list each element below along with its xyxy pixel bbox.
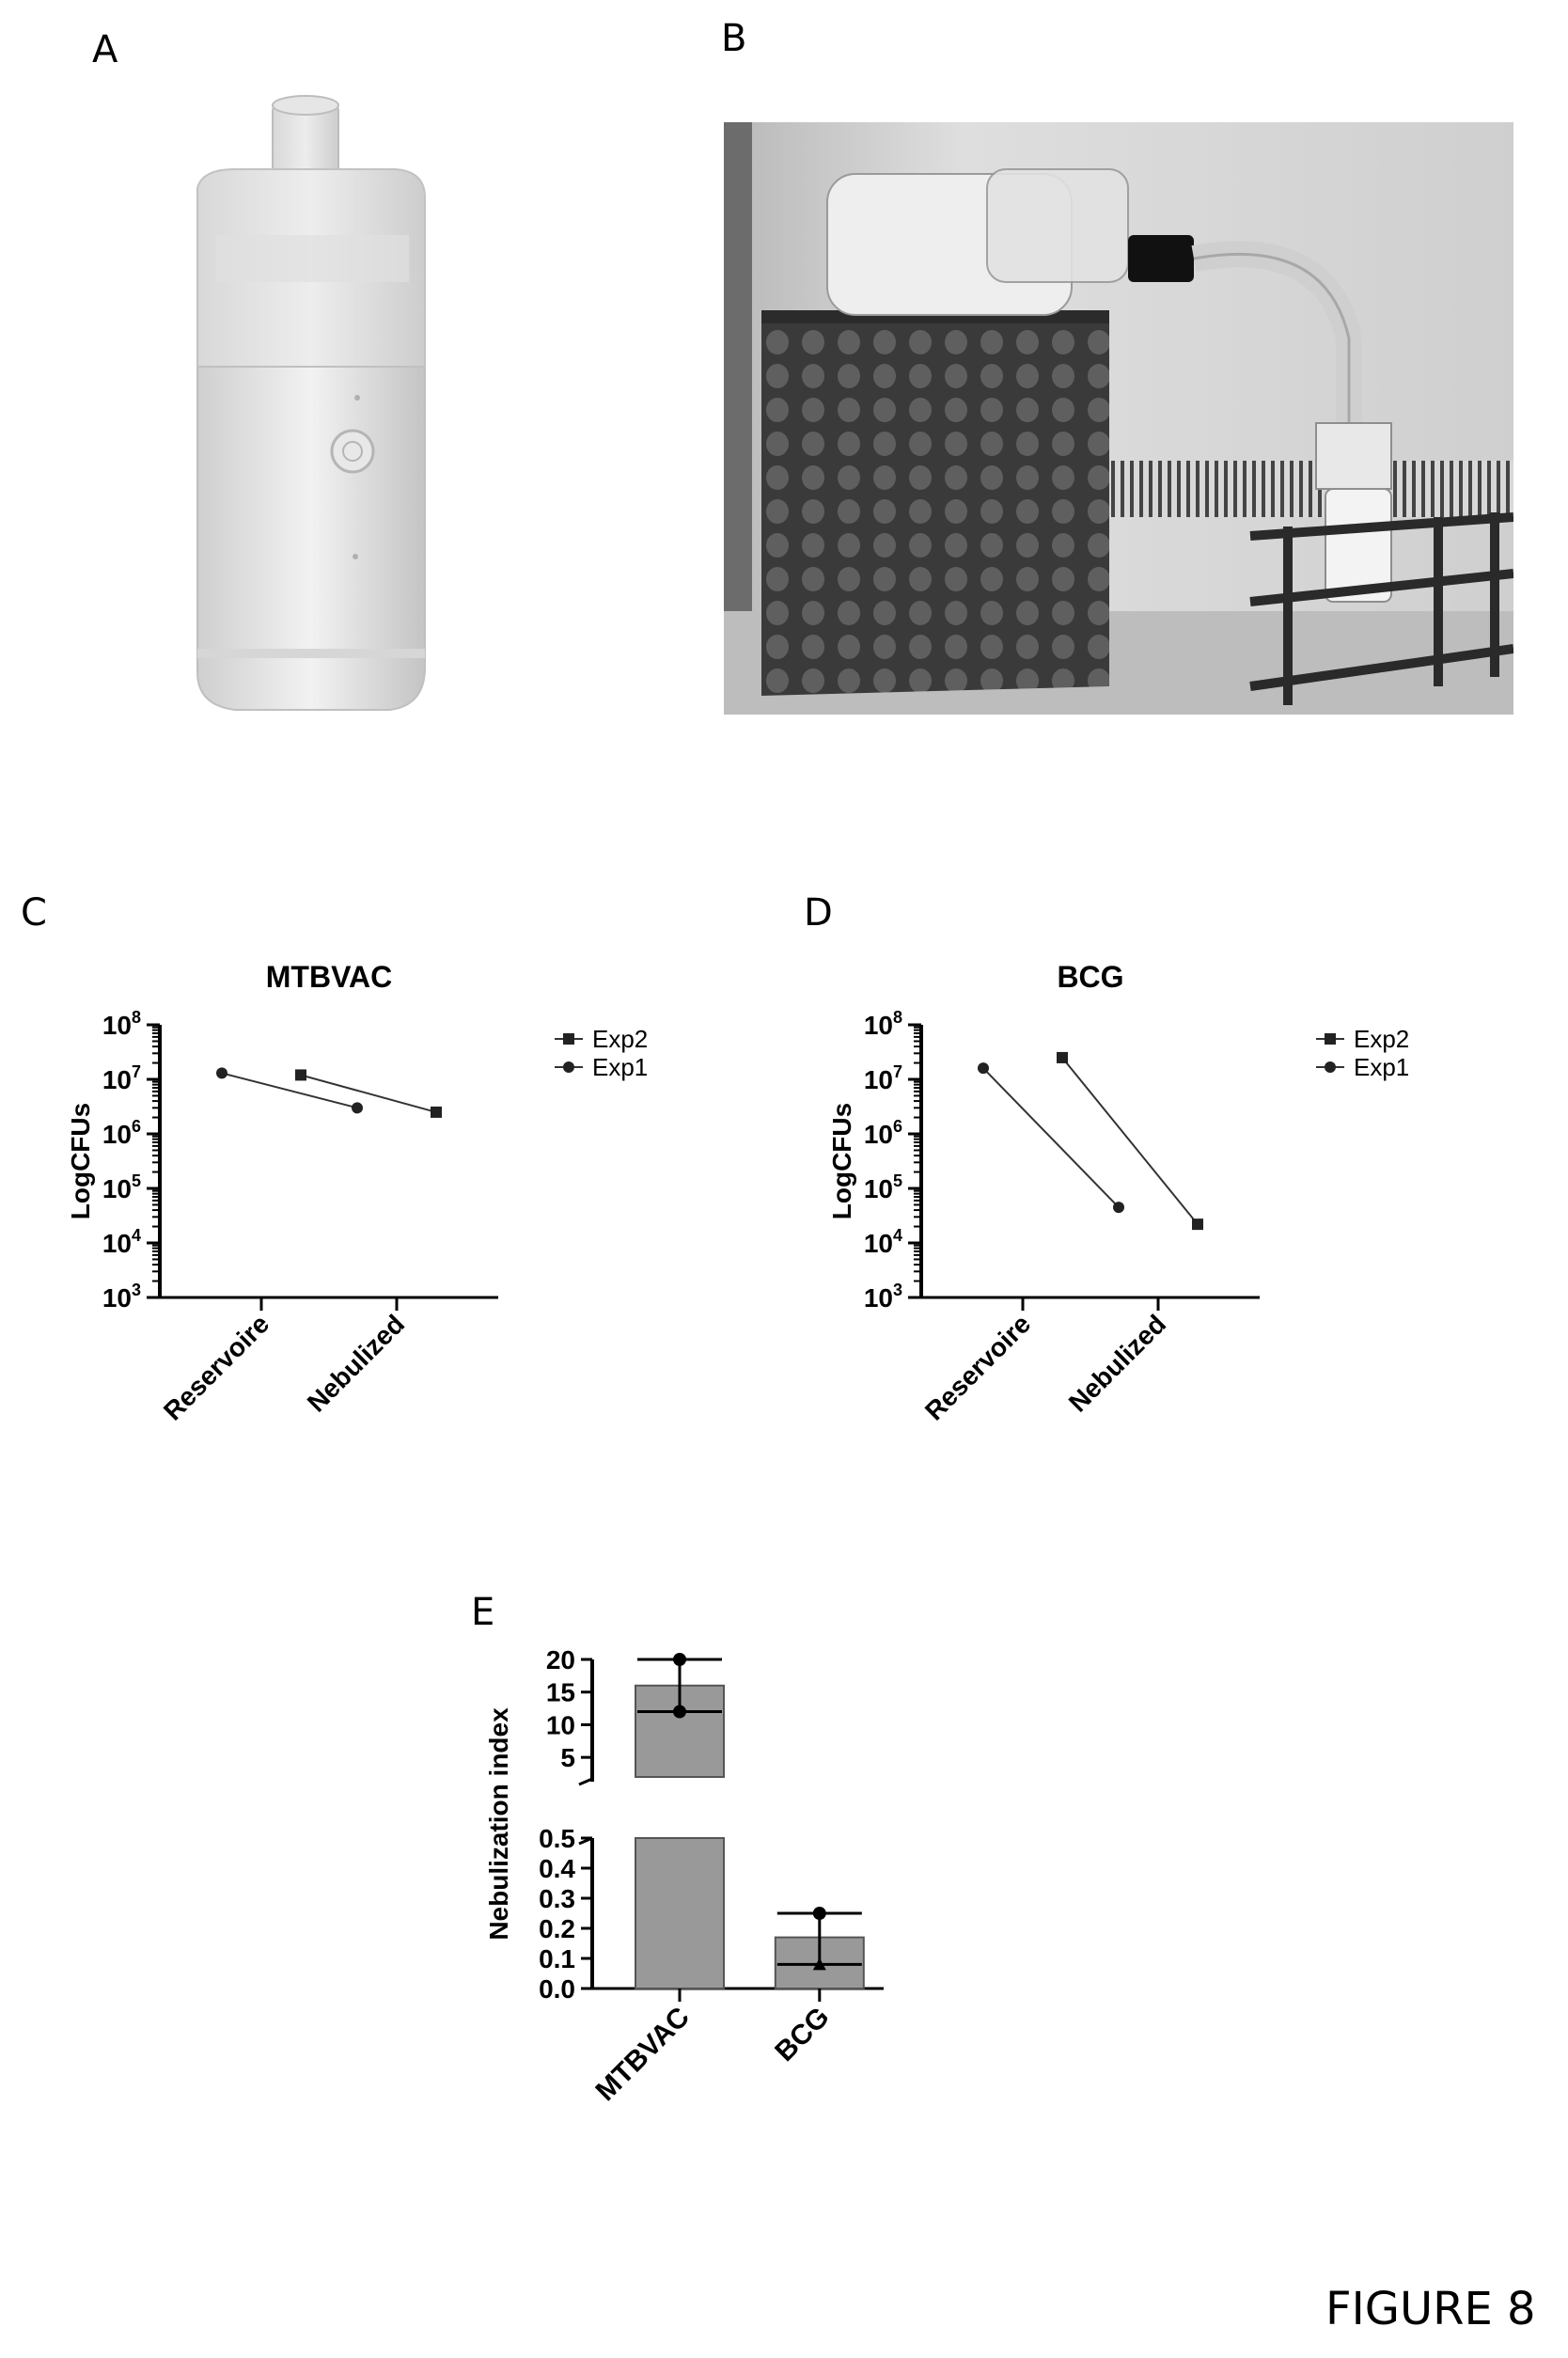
data-point [216, 1067, 227, 1079]
legend-label: Exp1 [1354, 1053, 1409, 1081]
y-tick-label: 103 [102, 1281, 141, 1313]
y-tick-label: 0.5 [539, 1824, 575, 1853]
x-tick-label: BCG [769, 2002, 835, 2067]
data-point [352, 1102, 363, 1114]
x-tick-label: Reservoire [919, 1309, 1036, 1425]
data-point [978, 1062, 989, 1075]
legend-marker [1325, 1061, 1336, 1073]
x-tick-label: Reservoire [158, 1309, 274, 1425]
y-tick-label: 106 [102, 1117, 141, 1149]
y-tick-label: 15 [546, 1678, 575, 1707]
y-tick-label: 104 [864, 1226, 902, 1258]
legend-label: Exp1 [592, 1053, 648, 1081]
data-point [812, 1957, 826, 1971]
y-tick-label: 0.4 [539, 1854, 575, 1883]
y-tick-label: 5 [560, 1743, 575, 1772]
panel-a-label: A [92, 28, 118, 71]
y-tick-label: 108 [864, 1008, 902, 1040]
y-tick-label: 106 [864, 1117, 902, 1149]
y-tick-label: 108 [102, 1008, 141, 1040]
legend-marker [563, 1061, 574, 1073]
legend-label: Exp2 [592, 1025, 648, 1053]
chart-title: BCG [1057, 960, 1123, 994]
series-line-exp1 [982, 1067, 1120, 1208]
y-tick-label: 103 [864, 1281, 902, 1313]
y-tick-label: 0.2 [539, 1914, 575, 1943]
panel-e-label: E [471, 1591, 495, 1634]
y-axis-label: LogCFUs [66, 1103, 95, 1219]
legend-label: Exp2 [1354, 1025, 1409, 1053]
data-point [1192, 1218, 1203, 1231]
series-line-exp2 [300, 1074, 437, 1113]
y-axis-label: LogCFUs [827, 1103, 856, 1219]
data-point [431, 1106, 442, 1118]
panel-c-label: C [21, 891, 47, 935]
axis-break-mark [578, 1777, 593, 1786]
x-tick-label: MTBVAC [589, 2002, 695, 2107]
chart-d: BCG 103 104 105 106 107 108 LogCFUs Reservoire Ne… [818, 950, 1495, 1481]
series-line-exp1 [221, 1072, 358, 1109]
series-line-exp2 [1061, 1057, 1199, 1225]
y-tick-label: 107 [102, 1062, 141, 1094]
panel-d-label: D [804, 891, 833, 935]
chart-e: 5 10 15 20 0.0 0.1 0.2 0.3 0.4 0.5 Nebulization in… [470, 1636, 1128, 2167]
data-point [1113, 1202, 1124, 1214]
lab-setup-photo [724, 122, 1514, 715]
data-point [673, 1705, 686, 1719]
data-point [673, 1653, 686, 1666]
legend-marker [1325, 1033, 1336, 1045]
y-tick-label: 105 [864, 1171, 902, 1203]
panel-b-label: B [721, 17, 747, 60]
x-tick-label: Nebulized [1063, 1309, 1171, 1417]
data-point [812, 1907, 826, 1920]
x-tick-label: Nebulized [302, 1309, 410, 1417]
y-tick-label: 0.0 [539, 1974, 575, 2004]
y-tick-label: 0.3 [539, 1884, 575, 1913]
figure-label: FIGURE 8 [1325, 2283, 1536, 2335]
y-axis-label: Nebulization index [484, 1707, 513, 1941]
y-tick-label: 107 [864, 1062, 902, 1094]
y-tick-label: 105 [102, 1171, 141, 1203]
y-tick-label: 10 [546, 1710, 575, 1739]
y-tick-label: 104 [102, 1226, 141, 1258]
chart-c: MTBVAC 103 104 105 106 107 108 LogCFUs Reservoir… [56, 950, 733, 1481]
data-point [295, 1069, 306, 1081]
legend-marker [563, 1033, 574, 1045]
bar-mtbvac-lower [635, 1837, 725, 1989]
y-tick-label: 0.1 [539, 1944, 575, 1973]
chart-title: MTBVAC [266, 960, 393, 994]
y-tick-label: 20 [546, 1645, 575, 1674]
data-point [1057, 1051, 1068, 1063]
nebulizer-device-photo [179, 85, 461, 743]
